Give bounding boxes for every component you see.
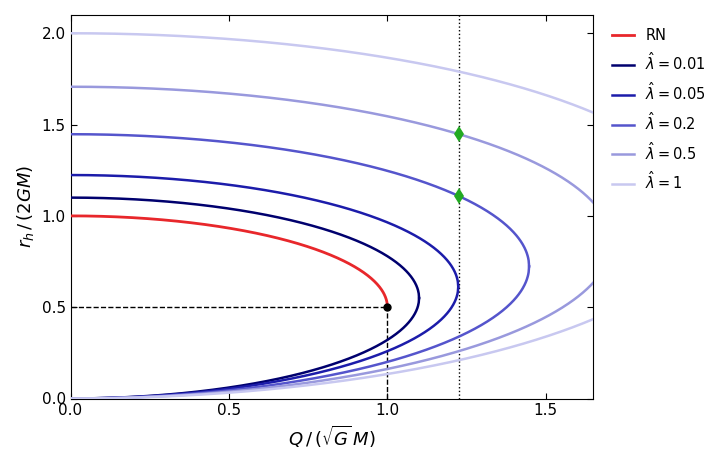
- Y-axis label: $r_h\,/\,(2GM)$: $r_h\,/\,(2GM)$: [15, 165, 36, 248]
- X-axis label: $Q\,/\,(\sqrt{G}\,M)$: $Q\,/\,(\sqrt{G}\,M)$: [288, 424, 376, 450]
- Legend: RN, $\hat{\lambda} = 0.01$, $\hat{\lambda} = 0.05$, $\hat{\lambda} = 0.2$, $\hat: RN, $\hat{\lambda} = 0.01$, $\hat{\lambd…: [606, 22, 712, 198]
